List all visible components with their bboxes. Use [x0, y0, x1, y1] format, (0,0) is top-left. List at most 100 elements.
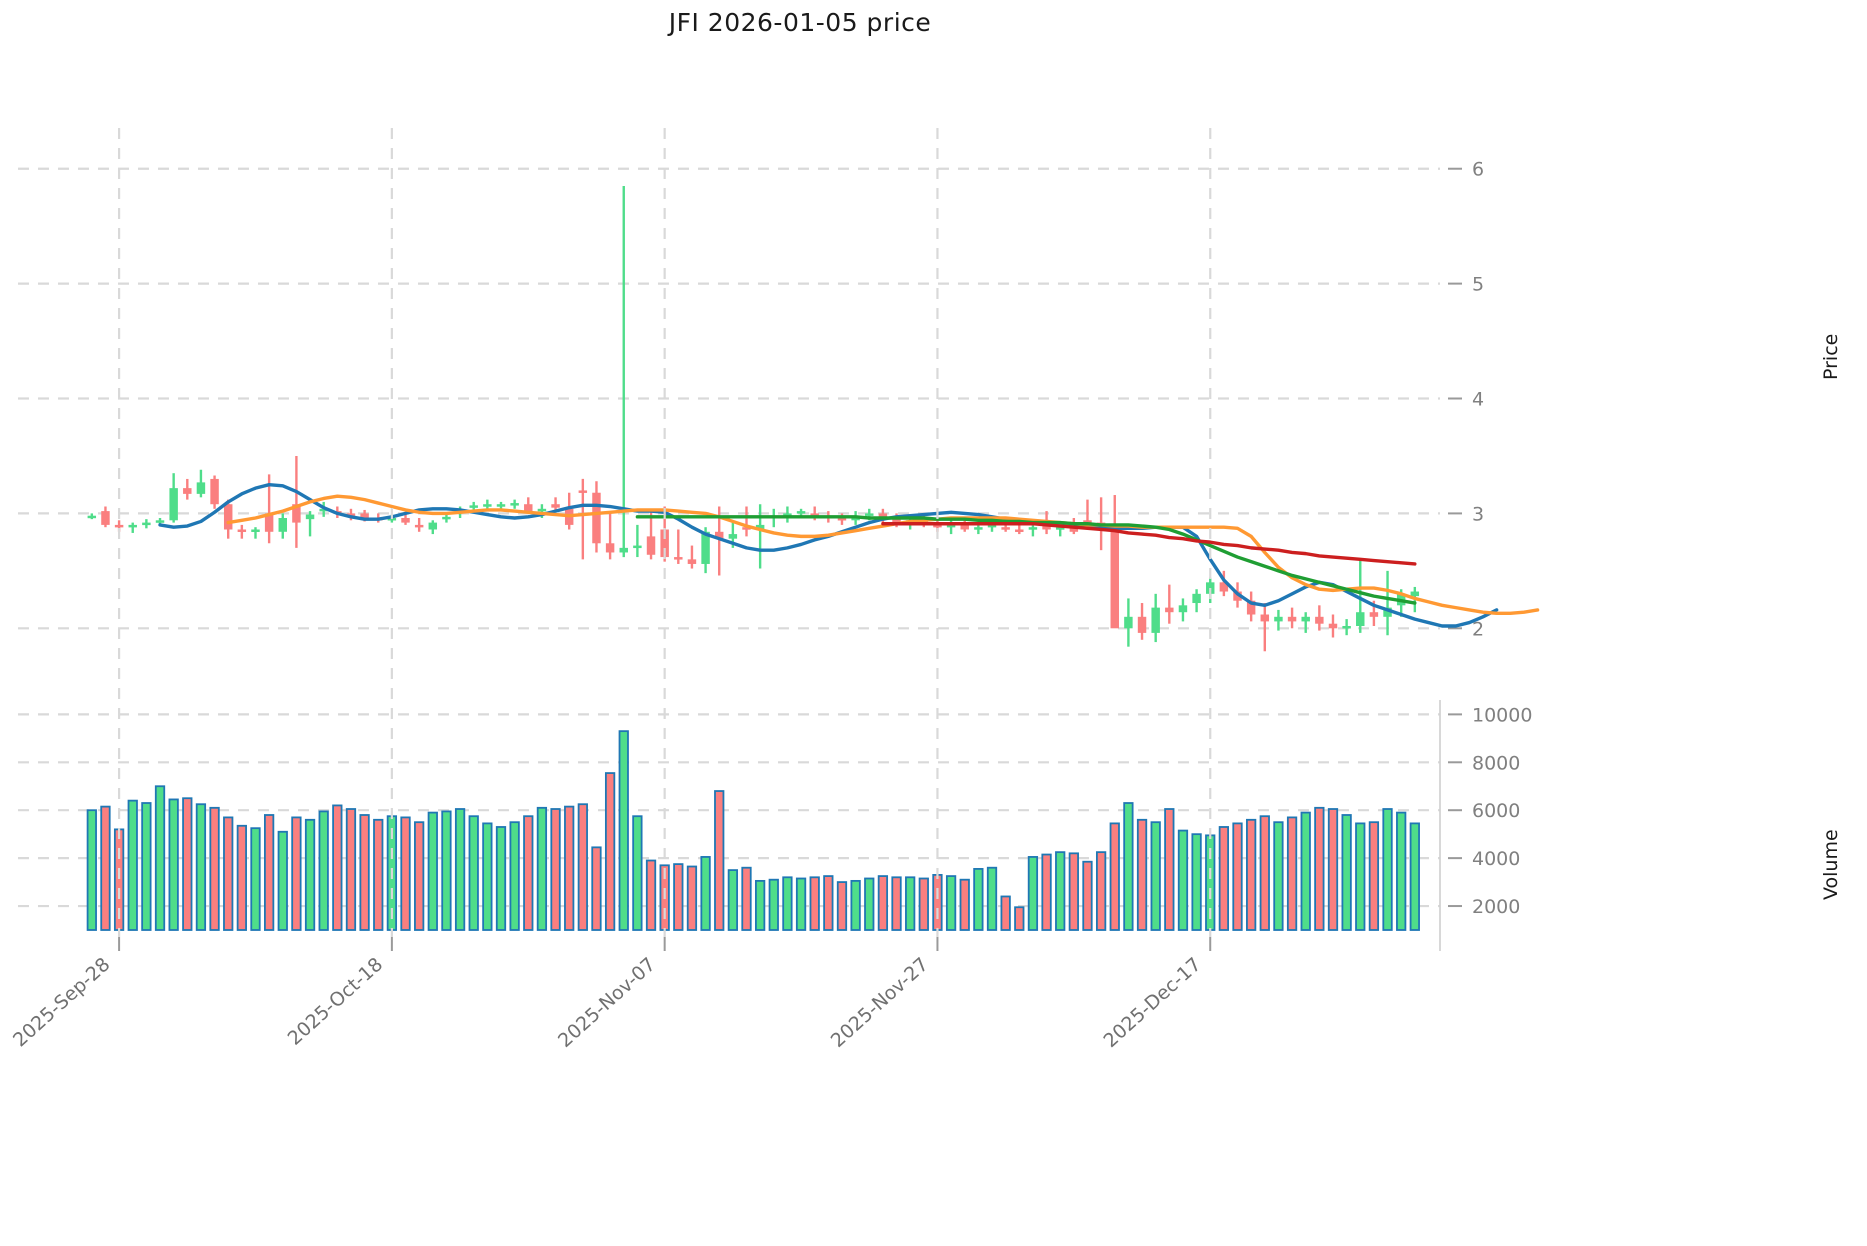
volume-bar: [945, 875, 957, 931]
volume-bar: [536, 806, 548, 931]
volume-bar: [986, 866, 998, 931]
volume-bar: [577, 803, 588, 931]
candle-body: [510, 503, 519, 506]
ma-line-ma_long: [635, 515, 1417, 605]
candle-body: [1410, 591, 1420, 597]
candle-body: [1356, 612, 1365, 626]
candle-body: [1015, 529, 1024, 532]
candle-body: [237, 529, 247, 532]
x-tick-label-group: 2025-Oct-18: [284, 953, 388, 1049]
candle-body: [646, 536, 656, 555]
volume-bar: [1382, 808, 1393, 931]
volume-bar: [1109, 822, 1120, 931]
candle-body: [223, 504, 233, 530]
x-tick-label: 2025-Nov-07: [554, 953, 660, 1052]
volume-bar: [304, 818, 316, 931]
candle-body: [1055, 527, 1065, 530]
price-axis-title: Price: [1820, 333, 1842, 380]
page-title: JFI 2026-01-05 price: [668, 8, 932, 37]
volume-bar: [741, 866, 752, 931]
volume-bar: [1095, 851, 1107, 931]
volume-bar: [1314, 806, 1325, 931]
candle-body: [1383, 607, 1392, 617]
volume-bar: [1082, 860, 1093, 931]
candle-body: [1260, 614, 1270, 622]
candle-body: [946, 524, 956, 528]
candle-body: [1342, 626, 1351, 629]
candle-body: [578, 490, 588, 493]
volume-bar: [1150, 821, 1161, 931]
x-tick-label: 2025-Dec-17: [1099, 953, 1205, 1052]
candle-body: [701, 531, 710, 564]
candle-body: [1110, 527, 1119, 629]
volume-bar: [905, 876, 916, 931]
candle-body: [387, 518, 397, 521]
x-tick-label-group: 2025-Sep-28: [9, 953, 114, 1051]
volume-bar: [345, 808, 357, 931]
volume-bar: [959, 878, 970, 931]
candle-body: [660, 529, 669, 558]
candle-body: [1137, 616, 1147, 633]
volume-bar: [673, 863, 684, 931]
candle-body: [469, 505, 478, 508]
candle-body: [1083, 520, 1092, 523]
candle-body: [1069, 527, 1079, 532]
candle-body: [264, 513, 274, 532]
candle-body: [892, 518, 901, 523]
candle-body: [101, 511, 110, 525]
candle-body: [537, 508, 547, 512]
volume-bar: [782, 876, 793, 931]
volume-axis-title: Volume: [1820, 829, 1842, 900]
price-panel: 6 5 4 3 2: [18, 159, 1540, 652]
volume-bar: [291, 816, 302, 931]
candle-body: [114, 524, 124, 528]
volume-bar: [236, 824, 247, 931]
volume-bar: [1368, 821, 1380, 931]
volume-tick-label: 2000: [1472, 896, 1520, 918]
candle-body: [796, 511, 806, 514]
volume-bar: [823, 875, 834, 931]
volume-bar: [373, 818, 384, 931]
volume-bar: [223, 816, 234, 931]
price-tick-label: 3: [1472, 503, 1484, 525]
volume-bar: [141, 802, 152, 931]
candle-body: [319, 508, 328, 512]
candle-body: [155, 520, 165, 523]
candle-body: [251, 529, 260, 532]
volume-bar: [441, 810, 452, 931]
candle-body: [878, 513, 888, 518]
volume-bar: [277, 830, 288, 931]
candle-body: [360, 513, 369, 518]
candle-body: [442, 516, 451, 520]
candle-body: [483, 504, 492, 507]
volume-bar: [100, 805, 111, 931]
volume-bar: [850, 879, 861, 931]
volume-bar: [454, 808, 466, 931]
volume-bar: [877, 875, 889, 931]
volume-bar: [891, 876, 902, 931]
volume-bar: [1136, 818, 1148, 931]
volume-bar: [1055, 851, 1066, 931]
candle-body: [496, 504, 506, 507]
volume-bar: [727, 869, 738, 931]
candle-body: [755, 524, 765, 530]
candle-body: [674, 557, 683, 560]
candle-body: [1328, 623, 1338, 629]
price-tick-label: 6: [1472, 159, 1484, 181]
volume-bar: [973, 868, 984, 931]
candle-body: [1274, 616, 1283, 622]
ma-line-ma_xlong: [881, 522, 1417, 566]
candle-body: [292, 504, 301, 523]
candle-body: [305, 514, 315, 520]
volume-bar: [1286, 816, 1298, 931]
candle-body: [960, 524, 969, 530]
volume-bar: [1341, 814, 1352, 931]
candle-body: [1246, 600, 1256, 615]
volume-bar: [1396, 811, 1407, 931]
candle-body: [742, 527, 751, 530]
candle-body: [169, 488, 178, 521]
volume-bar: [86, 809, 97, 931]
candle-body: [987, 524, 997, 528]
